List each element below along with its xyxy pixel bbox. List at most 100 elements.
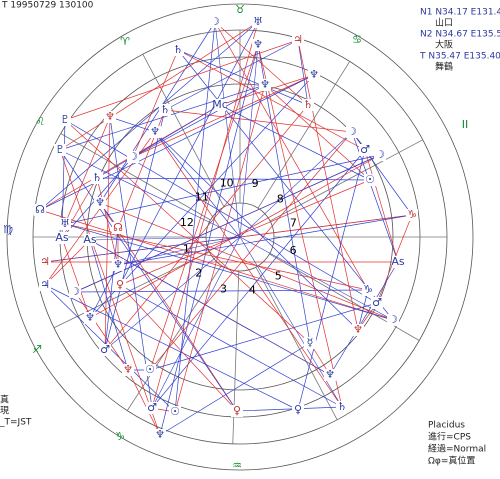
- aspect-line: [64, 119, 378, 304]
- planet-glyph: ☉: [170, 405, 180, 418]
- aspect-line: [149, 302, 378, 371]
- center-line: [89, 236, 241, 241]
- planet-glyph: ♆: [85, 311, 95, 324]
- center-line: [214, 21, 241, 238]
- house-number: 7: [290, 217, 297, 230]
- sign-glyph: ♉: [235, 3, 245, 16]
- glyph-bg: [362, 284, 374, 296]
- aspect-line: [109, 116, 156, 133]
- planet-glyph: ♄: [92, 171, 102, 184]
- glyph-bg: [214, 99, 226, 111]
- cusp-line: [255, 266, 338, 420]
- aspect-line: [44, 284, 299, 411]
- glyph-bg: [252, 16, 264, 28]
- glyph-bg: [114, 279, 126, 291]
- house-number: 10: [220, 177, 234, 190]
- aspect-line: [127, 369, 161, 436]
- planet-glyph: ☊: [35, 203, 45, 216]
- planet-glyph: ♀: [294, 403, 302, 416]
- aspect-line: [64, 154, 381, 225]
- aspect-line: [96, 177, 371, 181]
- aspect-line: [44, 239, 91, 286]
- glyph-bg: [122, 364, 134, 376]
- aspect-line: [236, 406, 343, 412]
- aspect-line: [214, 21, 369, 291]
- planet-glyph: ♆: [95, 196, 105, 209]
- house-number: 1: [183, 242, 190, 255]
- center-line: [44, 236, 241, 263]
- glyph-bg: [387, 314, 399, 326]
- planet-glyph: ♄: [337, 400, 347, 413]
- planet-glyph: ☽: [375, 148, 385, 161]
- aspect-line: [149, 131, 353, 371]
- setting: 進行=CPS: [428, 431, 471, 443]
- glyph-bg: [94, 197, 106, 209]
- glyph-bg: [112, 222, 124, 234]
- glyph-bg: [292, 404, 304, 416]
- aspect-line: [297, 39, 359, 331]
- aspect-line: [59, 84, 266, 151]
- house-number: 3: [220, 282, 227, 295]
- glyph-bg: [364, 174, 376, 186]
- glyph-bg: [352, 324, 364, 336]
- aspect-line: [89, 239, 129, 371]
- aspect-line: [39, 209, 394, 321]
- aspect-line: [89, 74, 315, 319]
- planet-glyph: ♂: [360, 143, 370, 156]
- sign-glyph: ♒: [232, 459, 242, 472]
- glyph-bg: [56, 232, 68, 244]
- planet-glyph: ♅: [60, 217, 70, 230]
- coords: N1 N34.17 E131.48: [420, 8, 500, 18]
- aspect-line: [159, 44, 259, 436]
- planet-glyph: ☉: [365, 173, 375, 186]
- glyph-bg: [292, 34, 304, 46]
- planet-glyph: ♂: [372, 296, 382, 309]
- setting: 経過=Normal: [428, 443, 486, 455]
- aspect-line: [154, 131, 359, 331]
- planet-glyph: ♆: [353, 323, 363, 336]
- planet-glyph: As: [55, 231, 69, 244]
- aspect-line: [149, 44, 259, 371]
- aspect-line: [154, 131, 343, 408]
- planet-glyph: ♃: [40, 278, 50, 291]
- sign-glyph: ♑: [115, 430, 125, 443]
- house-number: 12: [180, 216, 194, 229]
- house-number: 9: [252, 177, 259, 190]
- glyph-bg: [39, 256, 51, 268]
- planet-glyph: ♆: [113, 258, 123, 271]
- aspect-line: [257, 44, 343, 408]
- glyph-bg: [104, 111, 116, 123]
- glyph-bg: [406, 209, 418, 221]
- title: T 19950729 130100: [1, 1, 94, 11]
- glyph-bg: [69, 286, 81, 298]
- planet-glyph: ♇: [60, 113, 70, 126]
- glyph-bg: [252, 39, 264, 51]
- aspect-line: [59, 149, 238, 412]
- aspect-line: [329, 261, 399, 376]
- glyph-bg: [99, 344, 111, 356]
- glyph-bg: [371, 297, 383, 309]
- planet-glyph: ♆: [309, 68, 319, 81]
- aspect-line: [61, 237, 91, 319]
- aspect-line: [159, 342, 311, 436]
- aspect-line: [364, 149, 399, 263]
- glyph-bg: [336, 401, 348, 413]
- aspect-line: [64, 223, 394, 321]
- aspect-line: [177, 49, 366, 151]
- glyph-bg: [91, 172, 103, 184]
- aspect-line: [99, 202, 238, 412]
- house-number: 8: [277, 192, 284, 205]
- aspect-line: [99, 21, 216, 204]
- glyph-bg: [346, 126, 358, 138]
- planet-glyph: ♃: [293, 33, 303, 46]
- glyph-bg: [209, 16, 221, 28]
- aspect-line: [89, 154, 381, 319]
- house-number: 2: [195, 266, 202, 279]
- planet-glyph: ♄: [173, 43, 183, 56]
- glyph-bg: [59, 114, 71, 126]
- aspect-line: [164, 39, 299, 111]
- aspect-line: [96, 104, 221, 179]
- setting: Ωφ=真位置: [428, 455, 475, 467]
- glyph-bg: [359, 144, 371, 156]
